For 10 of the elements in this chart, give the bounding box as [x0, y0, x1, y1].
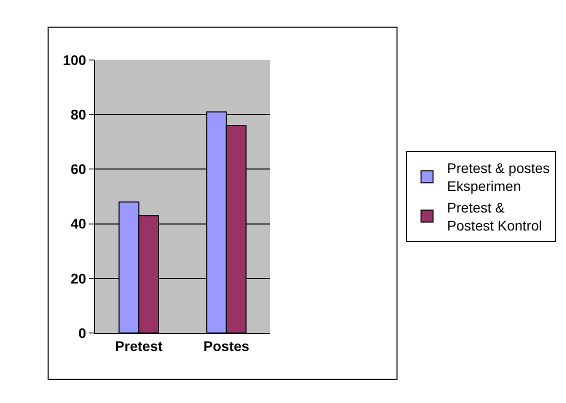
x-tick-label: Postes	[203, 338, 250, 354]
y-tick-label: 60	[70, 161, 86, 178]
y-tick-label: 40	[70, 216, 86, 232]
y-tick-label: 100	[62, 52, 86, 68]
y-tick-label: 20	[70, 270, 86, 286]
legend-label: Pretest & postes Eksperimen	[447, 160, 550, 194]
y-tick-label: 0	[78, 324, 86, 341]
legend-label: Pretest & Postest Kontrol	[447, 199, 542, 234]
y-tick-label: 80	[70, 106, 86, 122]
x-tick-label: Pretest	[115, 338, 163, 354]
